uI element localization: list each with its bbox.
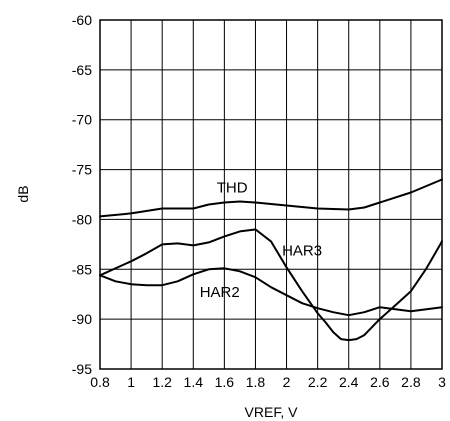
y-tick-label: -65 [72,62,92,78]
x-tick-label: 1.4 [184,374,204,390]
x-axis-label: VREF, V [245,404,299,420]
grid [99,19,443,370]
y-tick-label: -60 [72,12,92,28]
series-line-har3 [99,228,443,342]
y-tick-label: -80 [72,211,92,227]
y-tick-label: -70 [72,112,92,128]
series-line-thd [99,178,443,218]
x-axis-ticks: 0.8 1 1.2 1.4 1.6 1.8 2 2.2 2.4 2.6 2.8 3 [90,374,446,390]
y-tick-label: -90 [72,311,92,327]
y-tick-label: -95 [72,361,92,377]
x-tick-label: 2 [283,374,291,390]
x-tick-label: 2.8 [401,374,421,390]
x-tick-label: 2.4 [339,374,359,390]
series-labels: THD HAR3 HAR2 [200,180,322,302]
y-tick-label: -75 [72,162,92,178]
x-tick-label: 1 [127,374,135,390]
series-label-har2: HAR2 [200,284,240,301]
x-tick-label: 3 [438,374,446,390]
plot-area [99,178,443,342]
x-tick-label: 2.6 [370,374,390,390]
y-axis-ticks: -60 -65 -70 -75 -80 -85 -90 -95 [72,12,92,377]
plot-frame [99,19,443,370]
series-label-thd: THD [217,180,248,197]
series-label-har3: HAR3 [282,242,322,259]
y-tick-label: -85 [72,261,92,277]
x-tick-label: 1.6 [215,374,235,390]
series-line-har2 [99,267,443,317]
x-tick-label: 2.2 [308,374,328,390]
x-tick-label: 1.2 [152,374,172,390]
x-tick-label: 0.8 [90,374,110,390]
y-axis-label: dB [15,185,31,202]
x-tick-label: 1.8 [246,374,266,390]
